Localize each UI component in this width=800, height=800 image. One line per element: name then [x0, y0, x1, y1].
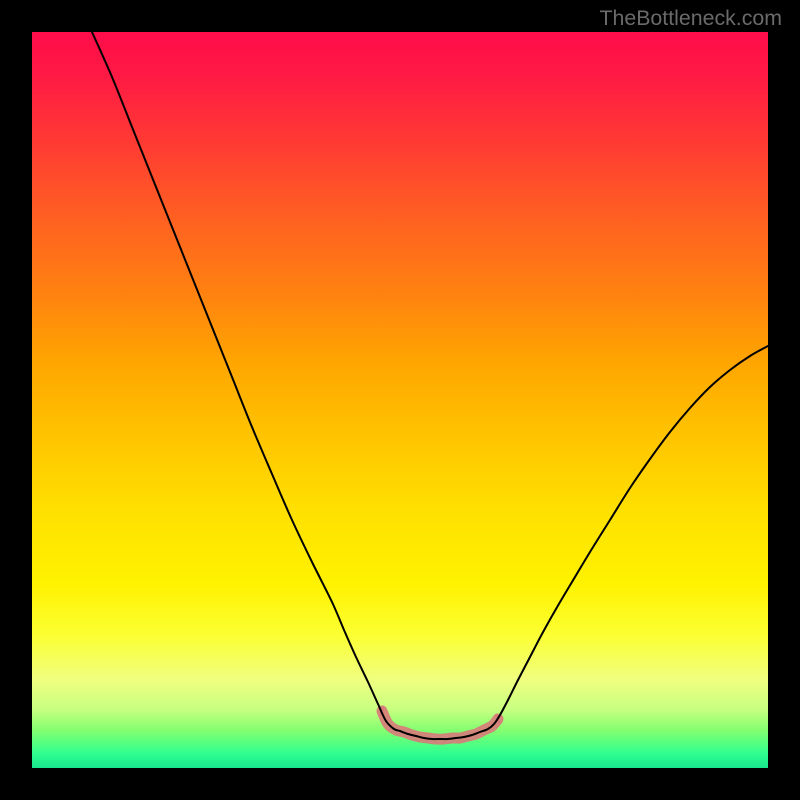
curve-layer: [32, 32, 768, 768]
bottom-highlight: [382, 711, 498, 739]
plot-area: [32, 32, 768, 768]
chart-frame: TheBottleneck.com: [0, 0, 800, 800]
bottleneck-curve: [92, 32, 768, 739]
highlight-cap-marks: [381, 707, 500, 723]
watermark-text: TheBottleneck.com: [599, 6, 782, 31]
